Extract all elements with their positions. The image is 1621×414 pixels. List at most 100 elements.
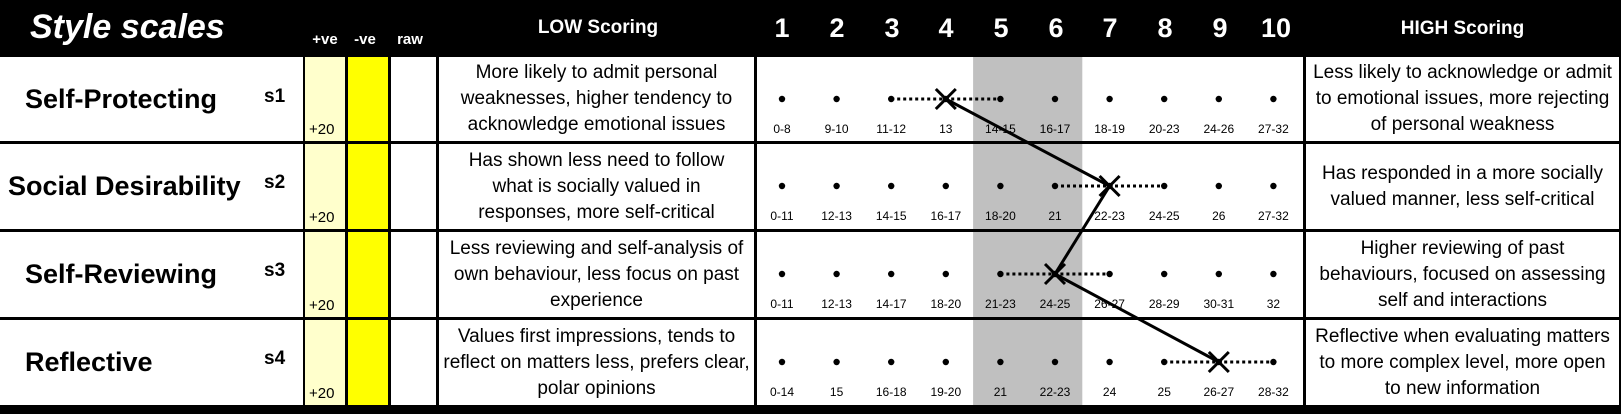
scale-point-dot [1051, 95, 1059, 103]
range-label: 21 [994, 385, 1008, 399]
col-number-9: 9 [1212, 12, 1228, 43]
neg-cell [348, 57, 388, 141]
raw-cell [391, 57, 436, 141]
range-label: 24-25 [1040, 297, 1071, 311]
score-marker-x [934, 87, 957, 111]
range-label: 9-10 [825, 122, 849, 136]
scale-point-dot [1270, 95, 1277, 103]
score-marker-x [1207, 350, 1230, 374]
range-label: 15 [830, 385, 844, 399]
pos-value: +20 [309, 385, 335, 402]
col-number-5: 5 [993, 12, 1009, 43]
col-number-3: 3 [884, 12, 900, 43]
range-label: 27-32 [1258, 209, 1289, 223]
col-pos-header: +ve [312, 30, 338, 48]
high-heading: HIGH Scoring [1400, 18, 1525, 39]
scale-point-dot [1106, 95, 1113, 103]
range-label: 13 [939, 122, 953, 136]
scale-point-dot [942, 270, 949, 278]
row-label-cell: Self-Reviewing s3 [0, 232, 303, 317]
low-heading: LOW Scoring [537, 17, 659, 38]
range-label: 22-23 [1040, 385, 1071, 399]
range-label: 16-17 [1040, 122, 1071, 136]
scale-point-dot [1106, 358, 1113, 366]
range-label: 26 [1212, 209, 1226, 223]
row-label-cell: Reflective s4 [0, 320, 303, 405]
col-number-8: 8 [1157, 12, 1173, 43]
row-label-cell: Social Desirability s2 [0, 144, 303, 229]
range-label: 16-18 [876, 385, 907, 399]
score-marker-x [1098, 174, 1121, 198]
low-description: Values first impressions, tends to refle… [439, 320, 754, 405]
range-label: 12-13 [821, 209, 852, 223]
scale-point-dot [888, 182, 895, 190]
shaded-band [973, 144, 1083, 229]
pos-cell: +20 [305, 232, 345, 317]
range-label: 19-20 [930, 385, 961, 399]
low-description: Less reviewing and self-analysis of own … [439, 232, 754, 317]
range-label: 12-13 [821, 297, 852, 311]
scale-name: Reflective [25, 347, 153, 377]
low-description: More likely to admit personal weaknesses… [439, 57, 754, 141]
scale-name: Self-Reviewing [25, 259, 218, 289]
scale-code: s3 [264, 260, 286, 281]
scale-point-dot [833, 182, 840, 190]
scale-point-dot [1161, 270, 1168, 278]
range-label: 20-23 [1149, 122, 1180, 136]
shaded-band [973, 232, 1083, 317]
scale-point-dot [997, 95, 1004, 103]
scale-point-dot [1270, 270, 1277, 278]
range-label: 24-26 [1203, 122, 1234, 136]
scale-point-dot [778, 270, 786, 278]
scale-point-dot [778, 95, 786, 103]
scale-point-dot [888, 270, 895, 278]
row-label-cell: Self-Protecting s1 [0, 57, 303, 141]
range-label: 0-14 [770, 385, 794, 399]
high-description: Less likely to acknowledge or admit to e… [1306, 57, 1619, 141]
shaded-band [973, 320, 1083, 405]
col-number-10: 10 [1260, 12, 1292, 43]
scale-point-dot [997, 182, 1004, 190]
scale-point-dot [833, 358, 840, 366]
col-raw-header: raw [397, 30, 423, 48]
range-label: 0-11 [770, 209, 793, 223]
scale-name: Self-Protecting [25, 83, 218, 114]
raw-cell [391, 144, 436, 229]
col-number-4: 4 [938, 12, 954, 43]
scale-point-dot [942, 358, 949, 366]
profile-line-segment [1054, 272, 1220, 364]
pos-cell: +20 [305, 57, 345, 141]
range-label: 26-27 [1203, 385, 1234, 399]
range-label: 0-8 [773, 122, 791, 136]
scale-point-dot [778, 358, 786, 366]
range-label: 27-32 [1258, 122, 1289, 136]
range-label: 28-32 [1258, 385, 1289, 399]
scale-point-dot [833, 95, 840, 103]
range-label: 21 [1048, 209, 1062, 223]
range-label: 14-17 [876, 297, 907, 311]
scale-point-dot [1215, 182, 1222, 190]
range-label: 25 [1158, 385, 1172, 399]
high-description: Has responded in a more socially valued … [1306, 144, 1619, 229]
range-label: 18-20 [930, 297, 961, 311]
scale-code: s2 [264, 172, 286, 193]
scale-point-dot [833, 270, 840, 278]
high-description: Reflective when evaluating matters to mo… [1306, 320, 1619, 405]
col-number-1: 1 [774, 12, 790, 43]
range-label: 18-20 [985, 209, 1016, 223]
shaded-band [973, 57, 1083, 141]
col-neg-header: -ve [354, 30, 376, 48]
pos-value: +20 [309, 209, 335, 226]
scale-point-dot [997, 358, 1004, 366]
pos-cell: +20 [305, 144, 345, 229]
range-label: 24-25 [1149, 209, 1180, 223]
scale-name: Social Desirability [8, 171, 241, 201]
scale-point-dot [1051, 358, 1059, 366]
range-label: 30-31 [1203, 297, 1234, 311]
scale-point-dot [1161, 95, 1168, 103]
page-title: Style scales [30, 7, 225, 46]
low-description: Has shown less need to follow what is so… [439, 144, 754, 229]
range-label: 32 [1267, 297, 1281, 311]
range-label: 16-17 [930, 209, 961, 223]
